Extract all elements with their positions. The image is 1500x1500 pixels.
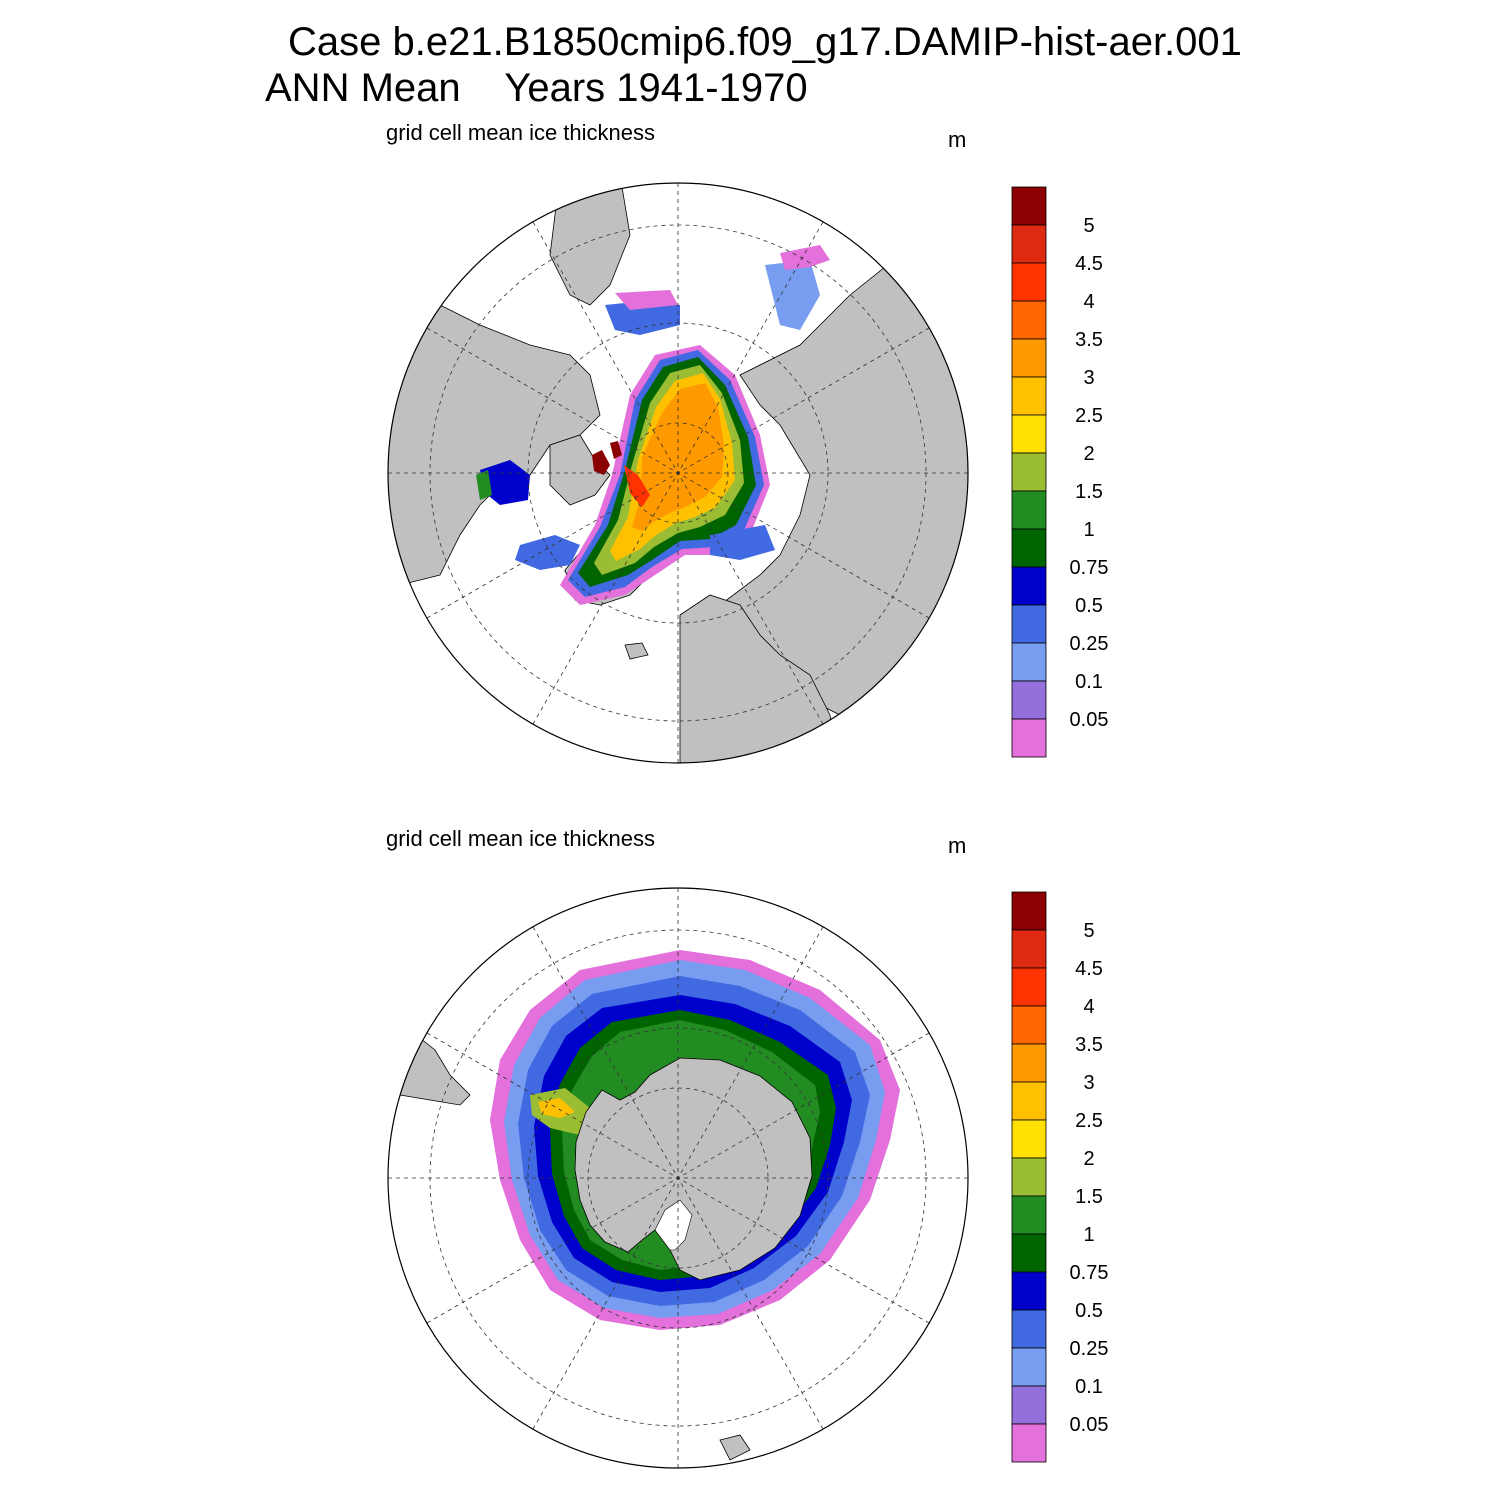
colorbar-swatch <box>1011 1233 1047 1273</box>
colorbar-swatch <box>1011 262 1047 302</box>
colorbar-swatch <box>1011 1157 1047 1197</box>
colorbar-tick-label: 4.5 <box>1075 958 1103 980</box>
colorbar-swatch <box>1011 1309 1047 1349</box>
north-map-border <box>387 182 969 764</box>
south-panel-units: m <box>948 833 967 858</box>
colorbar-tick-label: 0.05 <box>1069 1414 1109 1436</box>
colorbar-tick-label: 2.5 <box>1075 405 1103 427</box>
colorbar-tick-label: 4 <box>1083 291 1095 313</box>
colorbar-tick-label: 4 <box>1083 996 1095 1018</box>
colorbar-swatch <box>1011 967 1047 1007</box>
colorbar-swatch <box>1011 1081 1047 1121</box>
colorbar-tick-label: 4.5 <box>1075 253 1103 275</box>
north-colorbar: 5 4.5 4 3.5 3 2.5 2 1.5 1 0.75 0.5 0.25 0.1 0.05 <box>1010 186 1120 760</box>
south-graticule <box>388 888 968 1468</box>
colorbar-swatch <box>1011 1119 1047 1159</box>
colorbar-swatch <box>1011 680 1047 720</box>
south-polar-map <box>387 887 969 1469</box>
colorbar-tick-label: 5 <box>1083 215 1095 237</box>
figure-title-line2: ANN Mean Years 1941-1970 <box>265 66 808 110</box>
colorbar-swatch <box>1011 528 1047 568</box>
colorbar-swatch <box>1011 642 1047 682</box>
colorbar-tick-label: 0.25 <box>1069 1338 1109 1360</box>
colorbar-tick-label: 3.5 <box>1075 329 1103 351</box>
figure-title-line1: Case b.e21.B1850cmip6.f09_g17.DAMIP-hist… <box>288 20 1242 64</box>
south-colorbar-swatches <box>1011 891 1047 1463</box>
colorbar-tick-label: 2.5 <box>1075 1110 1103 1132</box>
colorbar-tick-label: 0.75 <box>1069 557 1109 579</box>
colorbar-tick-label: 1.5 <box>1075 1186 1103 1208</box>
south-map-border <box>387 887 969 1469</box>
north-colorbar-swatches <box>1011 186 1047 758</box>
colorbar-swatch <box>1011 1271 1047 1311</box>
colorbar-tick-label: 0.25 <box>1069 633 1109 655</box>
colorbar-swatch <box>1011 1347 1047 1387</box>
colorbar-tick-label: 3.5 <box>1075 1034 1103 1056</box>
colorbar-tick-label: 3 <box>1083 1072 1095 1094</box>
colorbar-tick-label: 0.1 <box>1075 1376 1103 1398</box>
colorbar-swatch <box>1011 1195 1047 1235</box>
north-panel-title: grid cell mean ice thickness <box>386 120 656 145</box>
colorbar-tick-label: 0.75 <box>1069 1262 1109 1284</box>
north-polar-map <box>387 182 969 764</box>
colorbar-swatch <box>1011 1043 1047 1083</box>
colorbar-swatch <box>1011 376 1047 416</box>
colorbar-tick-label: 0.05 <box>1069 709 1109 731</box>
colorbar-tick-label: 1.5 <box>1075 481 1103 503</box>
north-panel-units: m <box>948 127 967 152</box>
island-land <box>719 1434 751 1461</box>
colorbar-swatch <box>1011 224 1047 264</box>
colorbar-swatch <box>1011 718 1047 758</box>
colorbar-tick-label: 1 <box>1083 1224 1095 1246</box>
colorbar-tick-label: 0.5 <box>1075 1300 1103 1322</box>
okhotsk-ice <box>765 260 820 330</box>
ice-band-4 <box>624 465 650 507</box>
north-sea-ice <box>476 245 830 605</box>
colorbar-swatch <box>1011 1005 1047 1045</box>
colorbar-swatch <box>1011 1385 1047 1425</box>
colorbar-swatch <box>1011 338 1047 378</box>
ice-band-5 <box>592 441 622 475</box>
colorbar-swatch <box>1011 452 1047 492</box>
south-colorbar: 5 4.5 4 3.5 3 2.5 2 1.5 1 0.75 0.5 0.25 0.1 0.05 <box>1010 891 1120 1465</box>
north-graticule <box>388 183 968 763</box>
colorbar-tick-label: 0.5 <box>1075 595 1103 617</box>
colorbar-tick-label: 5 <box>1083 920 1095 942</box>
colorbar-swatch <box>1011 414 1047 454</box>
colorbar-swatch <box>1011 1423 1047 1463</box>
colorbar-tick-label: 3 <box>1083 367 1095 389</box>
colorbar-swatch <box>1011 929 1047 969</box>
colorbar-swatch <box>1011 566 1047 606</box>
hudson-bay-ice <box>480 460 530 505</box>
colorbar-swatch <box>1011 891 1047 931</box>
colorbar-tick-label: 2 <box>1083 443 1095 465</box>
colorbar-swatch <box>1011 186 1047 226</box>
colorbar-swatch <box>1011 490 1047 530</box>
colorbar-tick-label: 0.1 <box>1075 671 1103 693</box>
colorbar-swatch <box>1011 300 1047 340</box>
colorbar-swatch <box>1011 604 1047 644</box>
colorbar-tick-label: 2 <box>1083 1148 1095 1170</box>
colorbar-tick-label: 1 <box>1083 519 1095 541</box>
south-panel-title: grid cell mean ice thickness <box>386 826 656 851</box>
ross-ice-shelf <box>654 1199 693 1251</box>
